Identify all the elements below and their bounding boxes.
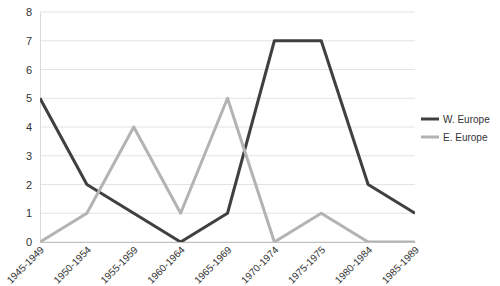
y-tick: 6: [26, 64, 40, 76]
y-tick-label: 5: [26, 92, 32, 104]
x-tick: 1980-1984: [333, 242, 375, 286]
x-tick: 1975-1975: [286, 242, 328, 286]
grid-line: [40, 242, 415, 243]
y-tick-label: 1: [26, 207, 32, 219]
y-tick-label: 7: [26, 35, 32, 47]
y-tick-label: 8: [26, 6, 32, 18]
y-axis: 0 1 2 3 4 5 6 7 8: [26, 6, 41, 248]
legend-swatch: [421, 136, 439, 139]
series-line: [40, 98, 415, 242]
x-tick-label: 1975-1975: [286, 244, 328, 286]
y-tick-label: 0: [26, 236, 32, 248]
y-tick: 5: [26, 92, 40, 104]
grid-line: [40, 40, 415, 41]
legend: W. Europe E. Europe: [421, 114, 490, 143]
y-tick: 1: [26, 207, 40, 219]
legend-item: W. Europe: [421, 114, 490, 125]
x-tick-label: 1980-1984: [333, 244, 375, 286]
x-tick-label: 1955-1959: [98, 244, 140, 286]
y-tick: 3: [26, 150, 40, 162]
grid-line: [40, 69, 415, 70]
x-axis: 1945-19491950-19541955-19591960-19641965…: [5, 242, 422, 286]
x-tick: 1955-1959: [98, 242, 140, 286]
x-tick: 1965-1969: [192, 242, 234, 286]
grid-line: [40, 127, 415, 128]
legend-label: W. Europe: [443, 114, 490, 125]
x-tick-label: 1960-1964: [145, 244, 187, 286]
grid-line: [40, 184, 415, 185]
y-tick: 4: [26, 121, 40, 133]
chart: 0 1 2 3 4 5 6 7 8 1945-19491950-19541955-19591960…: [0, 0, 500, 286]
x-tick: 1950-1954: [51, 242, 93, 286]
grid: [40, 12, 415, 242]
y-tick: 2: [26, 179, 40, 191]
y-tick-label: 4: [26, 121, 32, 133]
y-tick-label: 2: [26, 179, 32, 191]
x-tick: 1970-1974: [239, 242, 281, 286]
x-tick: 1945-1949: [5, 242, 47, 286]
x-tick: 1960-1964: [145, 242, 187, 286]
y-tick-label: 3: [26, 150, 32, 162]
y-tick: 8: [26, 6, 40, 18]
legend-swatch: [421, 118, 439, 121]
x-tick-label: 1950-1954: [51, 244, 93, 286]
x-tick-label: 1965-1969: [192, 244, 234, 286]
x-axis-line: [41, 242, 416, 243]
x-tick: 1985-1989: [380, 242, 422, 286]
legend-item: E. Europe: [421, 132, 488, 143]
series-group: [40, 41, 415, 242]
plot-area: 0 1 2 3 4 5 6 7 8 1945-19491950-19541955-19591960…: [5, 6, 422, 286]
legend-label: E. Europe: [443, 132, 488, 143]
grid-line: [40, 12, 415, 13]
x-tick-label: 1970-1974: [239, 244, 281, 286]
y-axis-line: [40, 13, 41, 243]
series-line: [40, 41, 415, 242]
x-tick-label: 1945-1949: [5, 244, 47, 286]
y-tick-label: 6: [26, 64, 32, 76]
x-tick-label: 1985-1989: [380, 244, 422, 286]
y-tick: 7: [26, 35, 40, 47]
